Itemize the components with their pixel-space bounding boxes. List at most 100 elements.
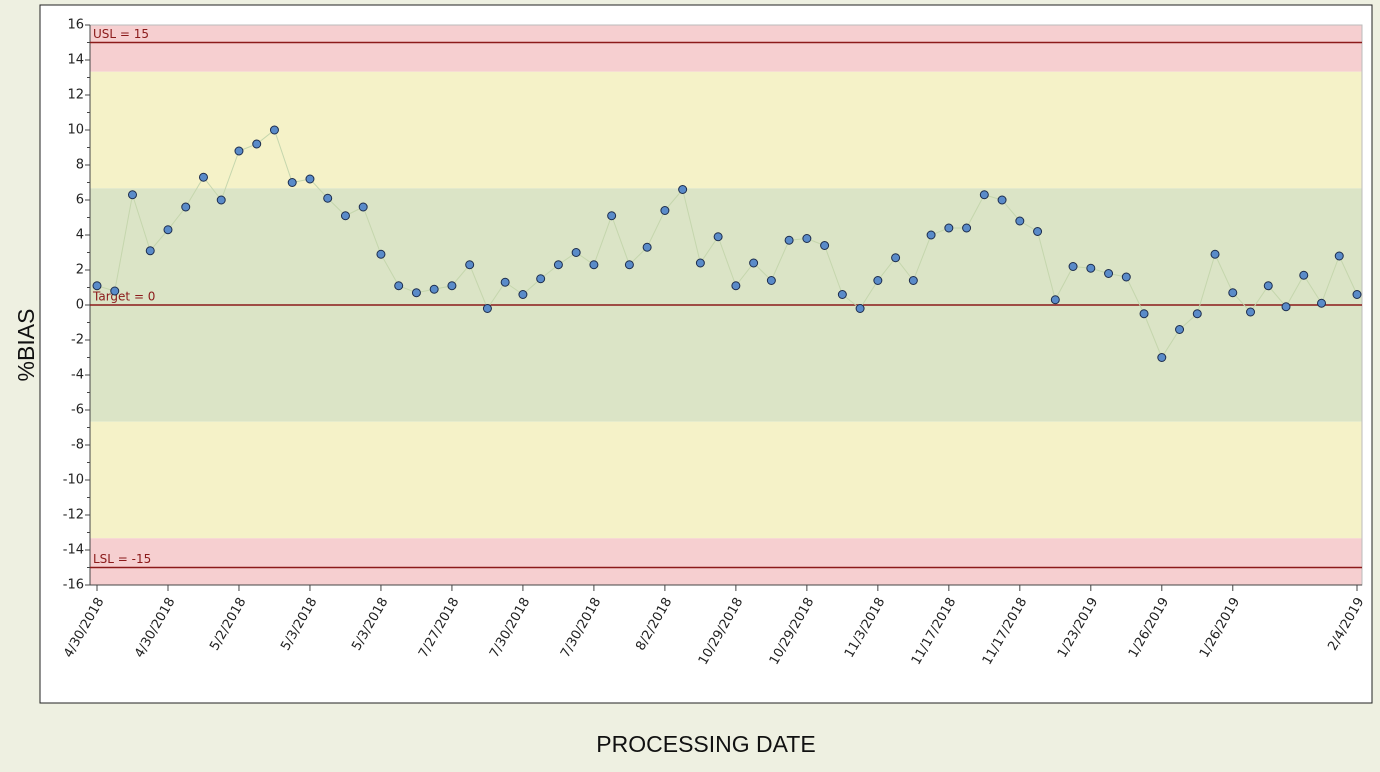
y-tick-label: 0 [76, 298, 84, 313]
zone-band [90, 421, 1362, 539]
y-tick-label: -14 [63, 543, 84, 558]
data-point [926, 230, 936, 240]
limit-label: LSL = -15 [93, 552, 151, 566]
data-point [553, 260, 563, 270]
data-point [305, 174, 315, 184]
x-axis-title: PROCESSING DATE [596, 731, 815, 757]
data-point [287, 178, 297, 187]
data-point [340, 211, 350, 221]
y-tick-label: 10 [67, 123, 84, 138]
data-point [1192, 309, 1202, 319]
data-point [1121, 272, 1131, 282]
data-point [908, 276, 918, 285]
data-point [749, 258, 759, 268]
data-point [518, 290, 528, 299]
data-point [1317, 298, 1327, 308]
plot-area: -16-14-12-10-8-6-4-202468101214164/30/20… [61, 18, 1367, 668]
data-point [855, 304, 865, 313]
data-point [500, 277, 510, 287]
data-point [252, 139, 262, 149]
data-point [1263, 281, 1273, 291]
data-point [127, 190, 137, 200]
data-point [216, 195, 226, 205]
data-point [1157, 353, 1167, 362]
data-point [181, 202, 191, 212]
data-point [1246, 307, 1256, 317]
data-point [642, 242, 652, 252]
zone-band [90, 538, 1362, 585]
data-point [447, 281, 457, 291]
y-tick-label: 2 [76, 263, 84, 278]
data-point [944, 223, 954, 233]
data-point [323, 193, 333, 203]
data-point [1352, 290, 1362, 299]
data-point [979, 190, 989, 200]
limit-label: USL = 15 [93, 27, 149, 41]
data-point [198, 172, 208, 182]
data-point [411, 288, 421, 298]
data-point [536, 274, 546, 284]
data-point [1139, 309, 1149, 319]
data-point [1068, 262, 1078, 271]
data-point [1175, 325, 1185, 334]
data-point [1104, 269, 1114, 278]
data-point [376, 249, 386, 259]
y-tick-label: 12 [67, 88, 84, 103]
data-point [163, 225, 173, 235]
y-tick-label: -4 [71, 368, 84, 383]
data-point [873, 276, 883, 285]
data-point [269, 125, 279, 135]
y-tick-label: -6 [71, 403, 84, 418]
data-point [1050, 295, 1060, 305]
y-tick-label: -2 [71, 333, 84, 348]
zone-band [90, 25, 1362, 72]
y-tick-label: -8 [71, 438, 84, 453]
data-point [837, 290, 847, 299]
y-axis-title: %BIAS [13, 309, 39, 382]
data-point [110, 286, 120, 296]
data-point [1015, 216, 1025, 226]
data-point [589, 260, 599, 270]
data-point [891, 253, 901, 263]
y-tick-label: 6 [76, 193, 84, 208]
data-point [962, 223, 972, 233]
data-point [1086, 263, 1096, 273]
y-tick-label: -16 [63, 578, 84, 593]
y-tick-label: -12 [63, 508, 84, 523]
data-point [482, 304, 492, 313]
data-point [624, 260, 634, 270]
data-point [802, 234, 812, 243]
zone-band [90, 71, 1362, 189]
data-point [678, 185, 688, 194]
data-point [92, 281, 102, 291]
data-point [766, 276, 776, 285]
data-point [784, 235, 794, 245]
data-point [695, 258, 705, 268]
data-point [145, 246, 155, 256]
limit-label: Target = 0 [92, 290, 155, 304]
data-point [1334, 251, 1344, 261]
data-point [713, 232, 723, 242]
data-point [465, 260, 475, 270]
y-tick-label: 16 [67, 18, 84, 33]
data-point [394, 281, 404, 291]
data-point [997, 195, 1007, 205]
data-point [731, 281, 741, 291]
data-point [1210, 249, 1220, 259]
data-point [1281, 302, 1291, 312]
data-point [571, 248, 581, 257]
data-point [429, 284, 439, 294]
y-tick-label: 8 [76, 158, 84, 173]
data-point [1299, 270, 1309, 280]
data-point [1228, 288, 1238, 298]
y-tick-label: -10 [63, 473, 84, 488]
y-tick-label: 4 [76, 228, 84, 243]
data-point [660, 206, 670, 215]
data-point [1033, 227, 1043, 236]
data-point [820, 241, 830, 250]
data-point [234, 146, 244, 156]
data-point [358, 202, 368, 212]
data-point [607, 211, 617, 221]
